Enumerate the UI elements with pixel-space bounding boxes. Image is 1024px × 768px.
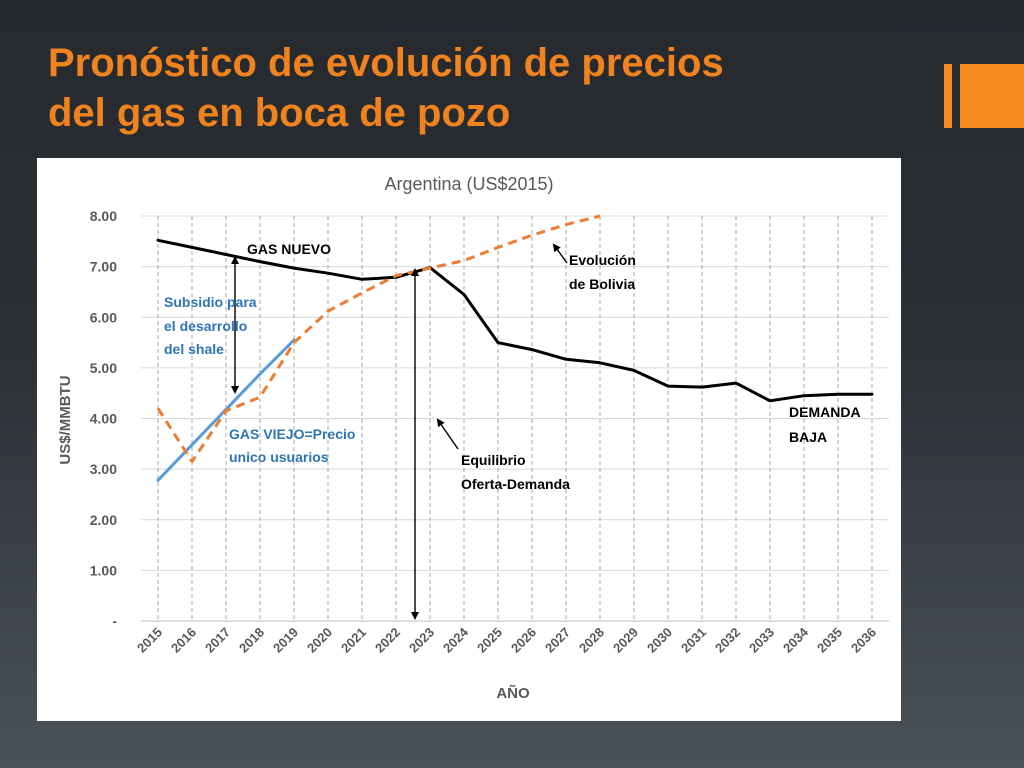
- annotation-gas-viejo-line-1: GAS VIEJO=Precio: [229, 426, 355, 442]
- x-tick-label: 2025: [474, 625, 505, 656]
- x-tick-label: 2036: [848, 625, 879, 656]
- annotation-subsidio-line-1: Subsidio para: [164, 294, 257, 310]
- x-tick-label: 2018: [236, 625, 267, 656]
- equilibrio-pointer-arrow: [436, 418, 459, 450]
- y-tick-label: 7.00: [90, 259, 117, 275]
- annotation-gas-nuevo: GAS NUEVO: [247, 241, 331, 257]
- x-tick-label: 2019: [270, 625, 301, 656]
- slide-title-line-1: Pronóstico de evolución de precios: [48, 41, 724, 85]
- series-line-2: [156, 214, 601, 463]
- y-tick-label: 6.00: [90, 309, 117, 325]
- x-tick-label: 2035: [814, 625, 845, 656]
- x-tick-label: 2024: [440, 624, 472, 656]
- annotation-demanda-line-2: BAJA: [789, 429, 827, 445]
- y-tick-label: 4.00: [90, 411, 117, 427]
- y-axis-label: US$/MMBTU: [57, 375, 74, 464]
- series-layer: [156, 214, 874, 482]
- chart-panel: Argentina (US$2015) - 1.00 2.00 3.00 4.00 5.0…: [37, 158, 901, 721]
- x-tick-label: 2033: [746, 625, 777, 656]
- y-tick-labels: - 1.00 2.00 3.00 4.00 5.00 6.00 7.00 8.00: [90, 208, 118, 629]
- annotation-bolivia-line-1: Evolución: [569, 252, 636, 268]
- slide-title: Pronóstico de evolución de precios del g…: [48, 38, 908, 138]
- line-chart: Argentina (US$2015) - 1.00 2.00 3.00 4.00 5.0…: [57, 174, 889, 702]
- annotation-equilibrio-line-2: Oferta-Demanda: [461, 476, 570, 492]
- grid-layer: [141, 215, 889, 622]
- x-tick-label: 2022: [372, 625, 403, 656]
- y-tick-label: 5.00: [90, 360, 117, 376]
- x-tick-label: 2021: [338, 625, 369, 656]
- y-tick-label: 1.00: [90, 562, 117, 578]
- x-tick-label: 2029: [610, 625, 641, 656]
- y-tick-label: 3.00: [90, 461, 117, 477]
- annotation-subsidio-line-3: del shale: [164, 341, 224, 357]
- x-tick-label: 2027: [542, 625, 573, 656]
- chart-title: Argentina (US$2015): [384, 174, 553, 194]
- x-tick-label: 2016: [168, 625, 199, 656]
- y-tick-label: 2.00: [90, 512, 117, 528]
- y-tick-label: 8.00: [90, 208, 117, 224]
- x-axis-label: AÑO: [496, 684, 530, 702]
- x-tick-label: 2030: [644, 625, 675, 656]
- annotation-bolivia-line-2: de Bolivia: [569, 276, 635, 292]
- x-tick-label: 2026: [508, 625, 539, 656]
- decorative-accent-bar-thin: [944, 64, 952, 128]
- series-line-0: [156, 238, 874, 403]
- x-tick-label: 2017: [202, 625, 233, 656]
- y-tick-label: -: [112, 613, 117, 629]
- x-tick-label: 2028: [576, 625, 607, 656]
- x-tick-label: 2023: [406, 625, 437, 656]
- slide-title-line-2: del gas en boca de pozo: [48, 91, 511, 135]
- x-tick-label: 2015: [134, 625, 165, 656]
- decorative-accent-bar-thick: [960, 64, 1024, 128]
- x-tick-label: 2032: [712, 625, 743, 656]
- x-tick-label: 2020: [304, 625, 335, 656]
- annotation-gas-viejo-line-2: unico usuarios: [229, 449, 329, 465]
- annotation-demanda-line-1: DEMANDA: [789, 404, 861, 420]
- annotation-equilibrio-line-1: Equilibrio: [461, 452, 526, 468]
- x-tick-label: 2034: [780, 624, 812, 656]
- annotation-subsidio-line-2: el desarrollo: [164, 318, 247, 334]
- x-tick-label: 2031: [678, 625, 709, 656]
- bolivia-arrow: [552, 243, 568, 264]
- x-tick-labels: 2015 2016 2017 2018 2019 2020 2021 2022 2023 2024…: [134, 624, 879, 656]
